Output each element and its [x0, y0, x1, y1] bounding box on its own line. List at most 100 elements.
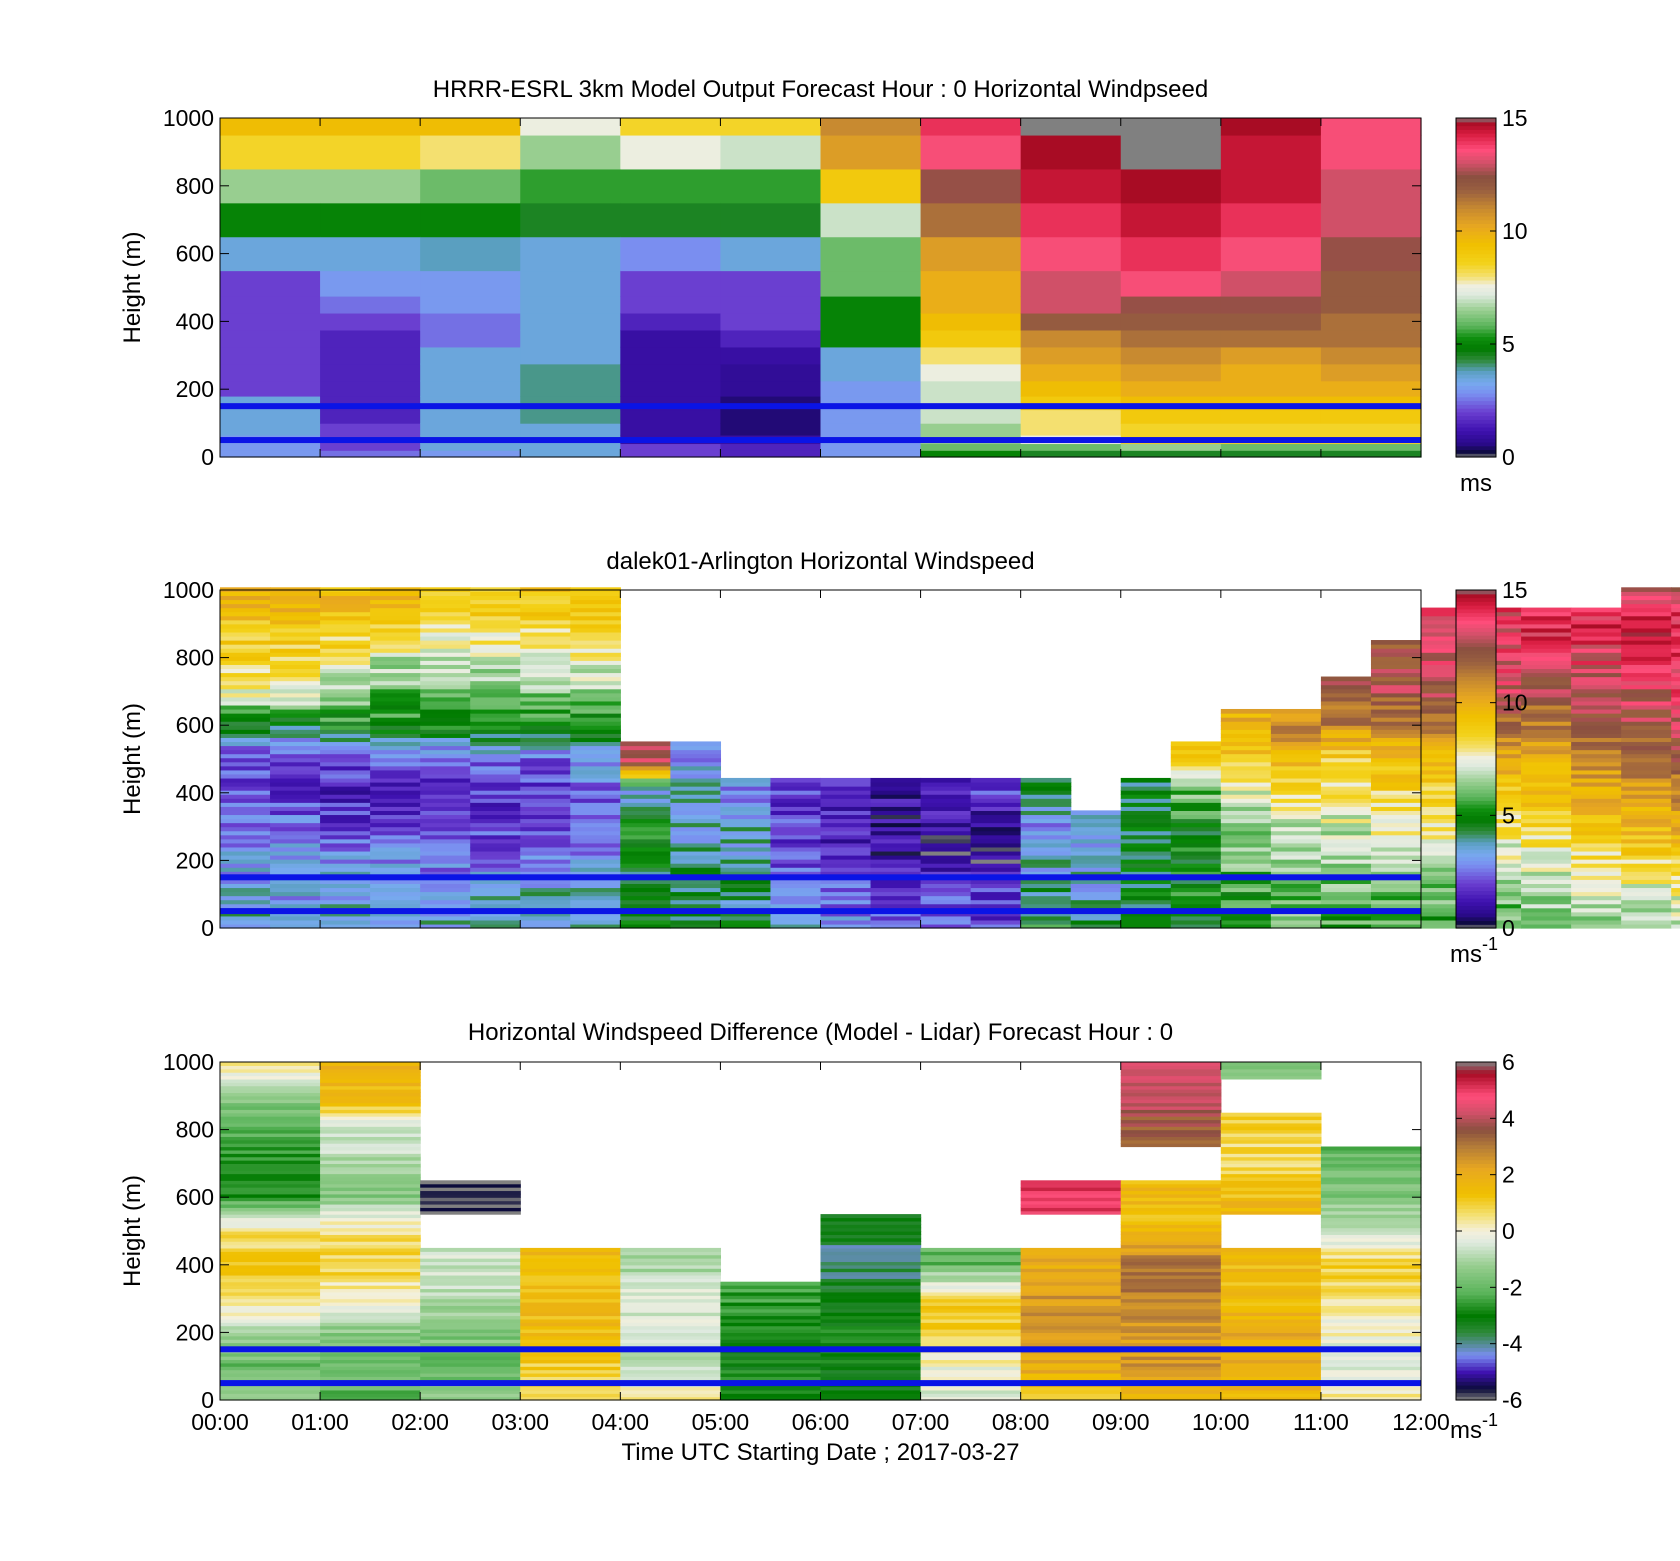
heatmap-cell [1571, 879, 1622, 884]
heatmap-cell [320, 270, 421, 297]
heatmap-cell [920, 1369, 1022, 1374]
heatmap-cell [1370, 834, 1422, 840]
heatmap-cell [1220, 1301, 1322, 1306]
heatmap-cell [1621, 684, 1672, 690]
heatmap-cell [1621, 591, 1672, 597]
colorbar-segment [1456, 1107, 1496, 1112]
heatmap-cell [1370, 648, 1422, 653]
heatmap-cell [1320, 1176, 1422, 1181]
heatmap-cell [820, 1356, 922, 1361]
heatmap-cell [570, 745, 621, 751]
heatmap-cell [1270, 737, 1322, 743]
heatmap-cell [770, 802, 822, 807]
heatmap-cell [670, 863, 722, 868]
heatmap-cell [1521, 846, 1572, 852]
heatmap-cell [1020, 790, 1072, 795]
heatmap-cell [470, 749, 521, 755]
heatmap-cell [220, 1268, 321, 1273]
heatmap-cell [570, 599, 621, 605]
heatmap-cell [620, 346, 722, 365]
heatmap-cell [1521, 798, 1572, 803]
heatmap-cell [220, 1126, 321, 1131]
heatmap-cell [1421, 818, 1472, 824]
heatmap-cell [320, 923, 371, 929]
heatmap-cell [1020, 1372, 1122, 1377]
heatmap-cell [270, 684, 321, 690]
heatmap-cell [220, 1376, 321, 1381]
colorbar-segment [1456, 815, 1496, 820]
heatmap-cell [320, 648, 371, 653]
heatmap-cell [320, 818, 371, 824]
heatmap-cell [720, 867, 772, 872]
heatmap-cell [720, 1396, 822, 1401]
heatmap-cell [1070, 838, 1122, 844]
heatmap-cell [320, 1173, 421, 1178]
colorbar-segment [1456, 1103, 1496, 1108]
heatmap-cell [1421, 879, 1472, 884]
heatmap-cell [1571, 919, 1622, 925]
heatmap-cell [1120, 1190, 1222, 1195]
heatmap-cell [470, 777, 521, 783]
heatmap-cell [1270, 717, 1322, 722]
heatmap-cell [1370, 696, 1422, 702]
heatmap-cell [1270, 830, 1322, 836]
heatmap-cell [1421, 915, 1472, 921]
colorbar-segment [1456, 347, 1496, 353]
heatmap-cell [820, 818, 872, 824]
heatmap-cell [1421, 907, 1472, 913]
heatmap-cell [1621, 656, 1672, 661]
heatmap-cell [770, 790, 822, 795]
heatmap-cell [620, 826, 671, 832]
heatmap-cell [1220, 818, 1272, 824]
heatmap-cell [1170, 749, 1222, 755]
heatmap-cell [820, 911, 872, 917]
heatmap-cell [1320, 899, 1372, 905]
heatmap-cell [1671, 676, 1680, 682]
heatmap-cell [520, 850, 571, 856]
heatmap-cell [1320, 830, 1372, 836]
heatmap-cell [1120, 1183, 1222, 1188]
heatmap-cell [1120, 1261, 1222, 1266]
colorbar-segment [1456, 423, 1496, 428]
heatmap-cell [970, 842, 1022, 848]
heatmap-cell [720, 236, 822, 272]
heatmap-cell [220, 1166, 321, 1171]
heatmap-cell [670, 891, 722, 897]
heatmap-cell [1671, 883, 1680, 889]
heatmap-cell [320, 134, 421, 170]
heatmap-cell [1120, 822, 1172, 828]
heatmap-cell [1421, 713, 1472, 718]
heatmap-cell [520, 879, 571, 884]
heatmap-cell [970, 790, 1022, 795]
heatmap-cell [1421, 838, 1472, 844]
heatmap-cell [320, 1156, 421, 1161]
heatmap-cell [220, 741, 271, 747]
heatmap-cell [320, 1352, 421, 1357]
colorbar-segment [1456, 155, 1496, 161]
heatmap-cell [720, 312, 822, 331]
heatmap-cell [1020, 1386, 1122, 1391]
heatmap-cell [1621, 899, 1672, 905]
colorbar-segment [1456, 336, 1496, 341]
heatmap-cell [1120, 1376, 1222, 1381]
heatmap-cell [620, 329, 722, 348]
heatmap-cell [1621, 879, 1672, 884]
heatmap-cell [1571, 733, 1622, 738]
heatmap-cell [620, 1322, 722, 1327]
heatmap-cell [770, 842, 822, 848]
colorbar-segment [1456, 197, 1496, 202]
heatmap-cell [270, 838, 321, 844]
heatmap-cell [1320, 713, 1372, 718]
colorbar-segment [1456, 1369, 1496, 1375]
heatmap-cell [1120, 1362, 1222, 1367]
heatmap-cell [1320, 846, 1372, 852]
heatmap-cell [620, 911, 671, 917]
heatmap-cell [1521, 757, 1572, 763]
heatmap-cell [720, 1301, 822, 1306]
heatmap-cell [1421, 777, 1472, 783]
heatmap-cell [620, 1305, 722, 1310]
heatmap-cell [1020, 409, 1122, 424]
heatmap-cell [1521, 838, 1572, 844]
heatmap-cell [720, 1339, 822, 1344]
heatmap-cell [870, 814, 922, 820]
